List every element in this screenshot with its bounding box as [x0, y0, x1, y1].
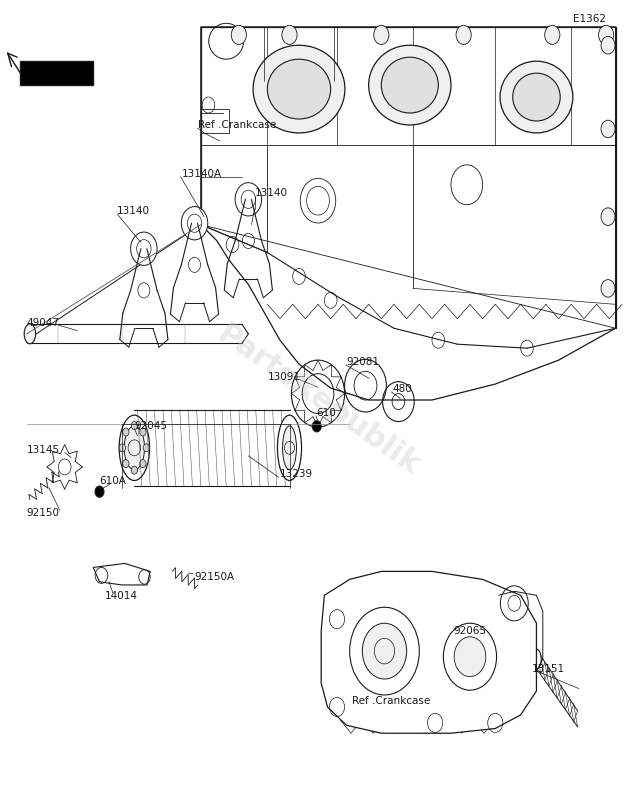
Circle shape — [601, 37, 615, 54]
Circle shape — [95, 486, 104, 498]
Ellipse shape — [277, 415, 301, 481]
Text: 13140: 13140 — [254, 188, 287, 198]
Text: E1362: E1362 — [573, 14, 606, 24]
Text: 92150: 92150 — [27, 508, 60, 518]
Text: 13140A: 13140A — [182, 169, 222, 178]
Circle shape — [601, 280, 615, 297]
Circle shape — [140, 428, 146, 436]
Circle shape — [123, 428, 129, 436]
Text: 92081: 92081 — [347, 357, 380, 366]
Text: 610: 610 — [316, 408, 336, 418]
Circle shape — [131, 422, 137, 430]
Circle shape — [282, 26, 297, 45]
Text: Ref .Crankcase: Ref .Crankcase — [352, 696, 430, 706]
Text: 14014: 14014 — [104, 591, 137, 601]
Ellipse shape — [532, 649, 541, 669]
Polygon shape — [321, 571, 536, 734]
Circle shape — [363, 623, 406, 679]
Text: 13091: 13091 — [267, 372, 300, 382]
Circle shape — [140, 460, 146, 468]
Circle shape — [598, 26, 614, 45]
Circle shape — [130, 232, 157, 266]
Ellipse shape — [253, 46, 345, 133]
Circle shape — [131, 466, 137, 474]
Polygon shape — [93, 563, 150, 585]
Polygon shape — [201, 27, 616, 400]
Circle shape — [601, 208, 615, 226]
Text: 13151: 13151 — [532, 664, 565, 674]
Text: PartsRepublik: PartsRepublik — [211, 319, 425, 481]
Ellipse shape — [500, 61, 573, 133]
Ellipse shape — [513, 73, 560, 121]
Circle shape — [232, 26, 246, 45]
Ellipse shape — [282, 426, 296, 470]
Text: 13140: 13140 — [117, 206, 150, 216]
Text: 480: 480 — [392, 384, 412, 394]
Circle shape — [123, 460, 129, 468]
Circle shape — [454, 637, 486, 677]
Circle shape — [456, 26, 471, 45]
Ellipse shape — [124, 426, 144, 470]
Text: 13239: 13239 — [280, 469, 313, 479]
Text: 92150A: 92150A — [195, 572, 235, 582]
Circle shape — [59, 459, 71, 475]
Circle shape — [601, 120, 615, 138]
Text: FRONT: FRONT — [39, 68, 76, 78]
Circle shape — [181, 206, 208, 240]
Circle shape — [544, 26, 560, 45]
Circle shape — [143, 444, 149, 452]
Circle shape — [312, 421, 321, 432]
Text: 13145: 13145 — [27, 446, 60, 455]
Bar — [201, 109, 230, 133]
Text: Ref .Crankcase: Ref .Crankcase — [198, 120, 276, 130]
Text: 49047: 49047 — [27, 318, 60, 329]
Circle shape — [235, 182, 261, 216]
Ellipse shape — [369, 46, 451, 125]
Ellipse shape — [382, 57, 438, 113]
Text: 92065: 92065 — [453, 626, 487, 636]
Circle shape — [374, 26, 389, 45]
Polygon shape — [20, 61, 93, 85]
Text: 610A: 610A — [100, 476, 127, 486]
Circle shape — [119, 444, 125, 452]
Text: 92045: 92045 — [134, 421, 167, 430]
Ellipse shape — [119, 415, 149, 481]
Ellipse shape — [24, 324, 36, 344]
Ellipse shape — [267, 59, 331, 119]
